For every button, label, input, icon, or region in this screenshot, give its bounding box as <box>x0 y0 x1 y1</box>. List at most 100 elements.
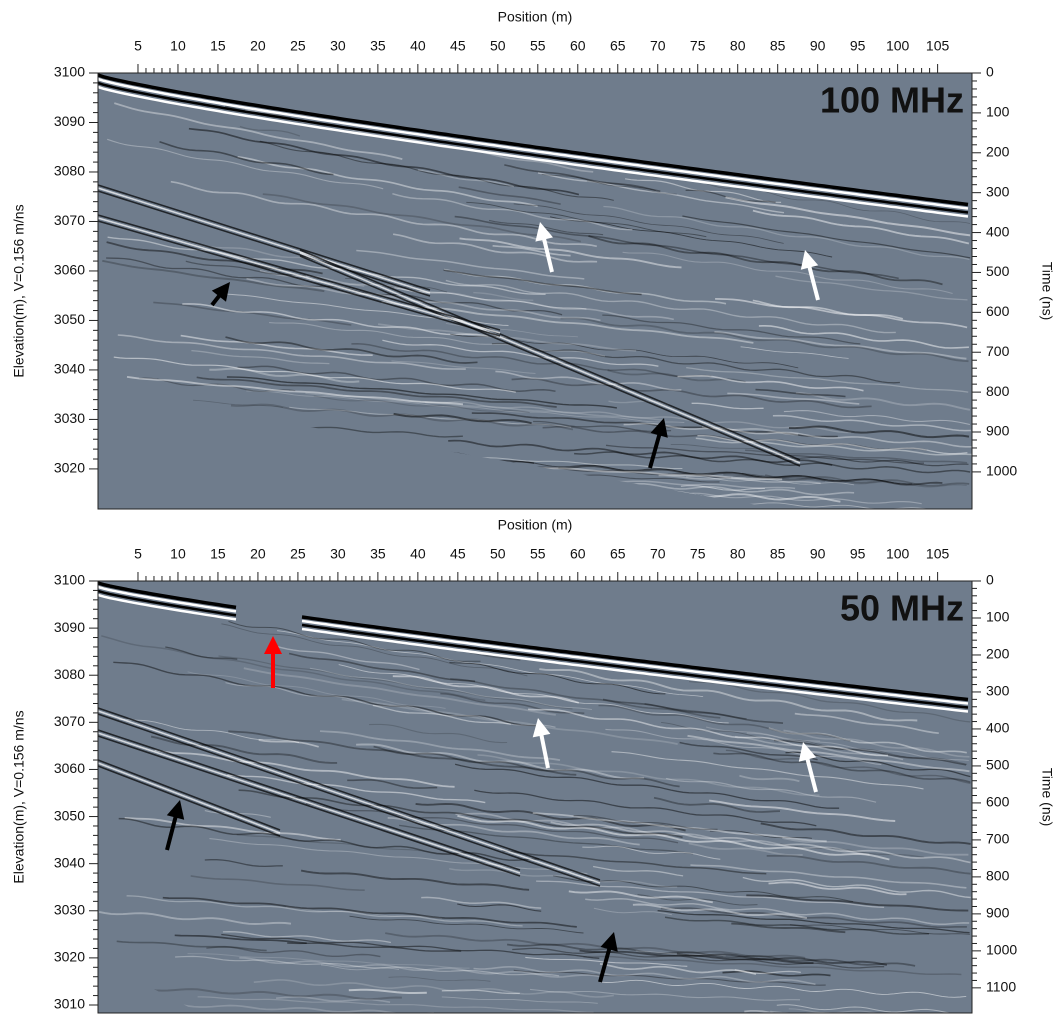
reflection <box>209 367 360 383</box>
reflection <box>760 822 971 845</box>
reflection <box>448 439 833 466</box>
reflection <box>388 976 491 982</box>
y2-tick-label: 1100 <box>986 979 1016 995</box>
y2-tick-label: 500 <box>986 263 1010 279</box>
x-tick-label: 70 <box>650 38 666 54</box>
reflection <box>305 803 679 844</box>
y2-tick-label: 700 <box>986 831 1010 847</box>
reflection <box>727 392 860 405</box>
y-tick-label: 3070 <box>54 212 85 228</box>
reflection <box>191 349 330 365</box>
reflection <box>243 667 556 716</box>
reflection <box>602 698 784 724</box>
reflection <box>714 331 967 360</box>
y-tick-label: 3020 <box>54 949 85 965</box>
y2-tick-label: 300 <box>986 183 1010 199</box>
x-tick-label: 105 <box>926 546 950 562</box>
reflection <box>680 485 765 491</box>
reflection <box>511 377 872 409</box>
reflection <box>592 865 684 877</box>
reflection <box>504 164 661 193</box>
reflection <box>746 894 969 912</box>
reflection <box>313 395 530 414</box>
reflection <box>117 334 466 370</box>
y-tick-label: 3090 <box>54 619 85 635</box>
surface-reflector <box>97 77 969 210</box>
dipping-reflector <box>98 732 521 874</box>
reflection <box>228 620 481 662</box>
reflection <box>586 180 677 195</box>
reflection <box>124 817 341 841</box>
y2-tick-label: 800 <box>986 868 1010 884</box>
x-tick-label: 35 <box>370 546 386 562</box>
dipping-reflector <box>98 729 521 871</box>
reflection <box>288 652 476 683</box>
reflection <box>788 1008 969 1013</box>
reflection <box>550 216 833 258</box>
reflection <box>188 127 580 196</box>
reflection <box>459 237 682 269</box>
reflection <box>774 739 967 766</box>
y2-tick-label: 0 <box>986 64 994 80</box>
y-axis-title: Elevation(m), V=0.156 m/ns <box>11 204 27 377</box>
reflection <box>686 476 855 486</box>
reflection <box>238 789 683 839</box>
reflection <box>713 752 972 784</box>
y2-tick-label: 1000 <box>986 463 1017 479</box>
reflection <box>676 952 888 966</box>
reflection <box>632 903 808 920</box>
reflection <box>715 298 968 329</box>
x-tick-label: 20 <box>250 546 266 562</box>
y-tick-label: 3070 <box>54 713 85 729</box>
reflection <box>491 342 900 384</box>
reflection <box>765 474 970 487</box>
arrow-head <box>650 418 668 438</box>
reflection <box>309 667 592 710</box>
x-tick-label: 80 <box>730 38 746 54</box>
reflection <box>347 779 438 789</box>
reflection <box>239 125 301 137</box>
reflection <box>372 704 511 725</box>
x-tick-label: 25 <box>290 38 306 54</box>
reflection <box>204 859 283 868</box>
y-tick-label: 3050 <box>54 807 85 823</box>
y2-tick-label: 300 <box>986 683 1010 699</box>
reflection <box>126 376 464 406</box>
reflection <box>269 643 420 671</box>
reflection <box>228 730 577 776</box>
reflection <box>593 907 673 916</box>
reflection <box>454 215 899 280</box>
surface-reflector <box>97 581 969 702</box>
reflection <box>794 712 939 735</box>
x-tick-label: 105 <box>926 38 950 54</box>
reflection <box>369 723 508 744</box>
y2-axis-title: Time (ns) <box>1039 768 1055 827</box>
reflection <box>622 251 953 295</box>
reflection <box>457 903 542 912</box>
reflection <box>528 708 889 757</box>
reflection <box>445 279 896 334</box>
arrow-head <box>798 742 817 762</box>
dipping-reflector <box>98 762 281 834</box>
reflection <box>126 895 523 927</box>
reflection <box>259 140 614 201</box>
dipping-reflector <box>98 217 501 334</box>
reflection <box>722 970 831 977</box>
reflection <box>583 955 962 976</box>
reflection <box>107 138 384 190</box>
x-tick-label: 90 <box>810 38 826 54</box>
x-tick-label: 10 <box>170 38 186 54</box>
reflection <box>349 915 584 934</box>
reflection <box>118 718 300 743</box>
reflection <box>686 366 969 393</box>
dipping-reflector <box>98 713 601 887</box>
reflection <box>236 834 459 856</box>
reflection <box>319 730 561 761</box>
x-tick-label: 60 <box>570 38 586 54</box>
reflection <box>443 268 727 305</box>
reflection <box>225 336 478 364</box>
reflection <box>209 838 588 875</box>
reflection <box>441 996 598 1004</box>
arrow-head <box>264 636 282 654</box>
reflection <box>752 299 904 320</box>
